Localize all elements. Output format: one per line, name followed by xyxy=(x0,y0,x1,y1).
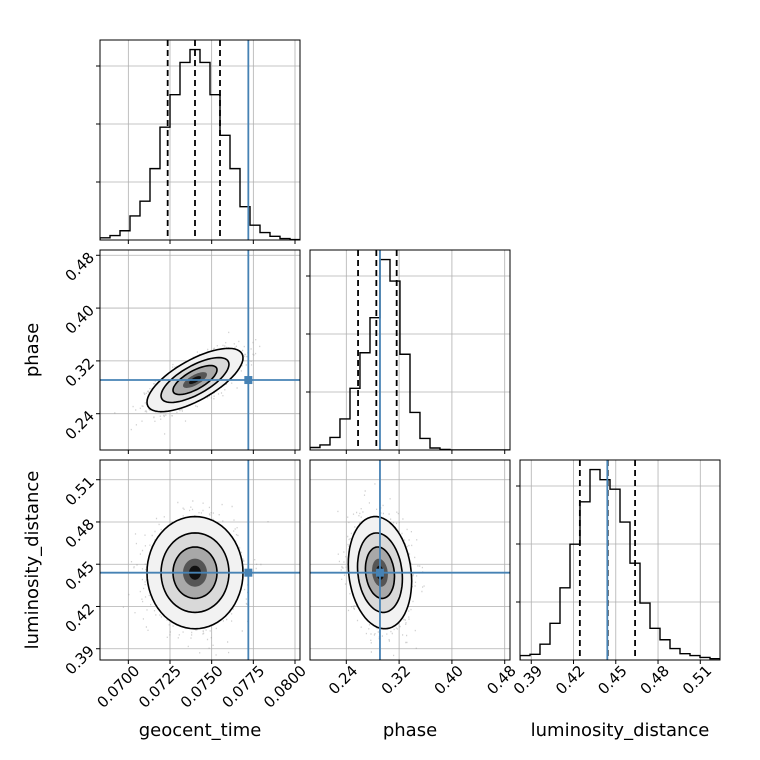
x-tick-label-luminosity_distance: 0.42 xyxy=(552,662,588,698)
y-axis-title-luminosity_distance: luminosity_distance xyxy=(22,471,43,650)
y-tick-label-luminosity_distance: 0.51 xyxy=(62,473,98,509)
truth-marker xyxy=(244,376,253,385)
x-axis-title-luminosity_distance: luminosity_distance xyxy=(531,720,710,741)
truth-marker xyxy=(244,568,253,577)
y-tick-label-luminosity_distance: 0.39 xyxy=(62,642,98,678)
y-tick-label-luminosity_distance: 0.48 xyxy=(62,515,98,551)
x-tick-label-phase: 0.40 xyxy=(431,662,467,698)
axes-frame xyxy=(99,39,301,241)
contour-line xyxy=(356,532,404,614)
x-tick-label-geocent_time: 0.0725 xyxy=(135,662,185,712)
x-axis-title-phase: phase xyxy=(383,720,437,741)
y-axis-title-phase: phase xyxy=(22,323,43,377)
x-tick-label-luminosity_distance: 0.45 xyxy=(594,662,630,698)
y-tick-label-luminosity_distance: 0.42 xyxy=(62,600,98,636)
y-tick-label-phase: 0.40 xyxy=(62,301,98,337)
x-tick-label-geocent_time: 0.0700 xyxy=(93,662,143,712)
histogram-geocent_time xyxy=(96,39,301,244)
histogram-steps xyxy=(310,258,510,450)
x-tick-label-phase: 0.32 xyxy=(378,662,414,698)
y-tick-label-phase: 0.48 xyxy=(62,249,98,285)
contour-line xyxy=(364,546,396,600)
contour-line xyxy=(146,347,244,413)
x-axis-title-geocent_time: geocent_time xyxy=(139,720,262,741)
joint-geocent_time-luminosity_distance xyxy=(100,460,300,660)
joint-geocent_time-phase xyxy=(100,250,300,450)
contour-line xyxy=(347,515,413,630)
x-tick-label-geocent_time: 0.0800 xyxy=(260,662,310,712)
axes-frame xyxy=(309,459,511,661)
contour-line xyxy=(172,364,218,396)
axes-frame xyxy=(99,459,301,661)
y-tick-label-phase: 0.24 xyxy=(62,407,98,443)
x-tick-label-luminosity_distance: 0.39 xyxy=(510,662,546,698)
x-tick-label-geocent_time: 0.0750 xyxy=(177,662,227,712)
x-tick-label-geocent_time: 0.0775 xyxy=(218,662,268,712)
y-tick-label-phase: 0.32 xyxy=(62,354,98,390)
axes-frame xyxy=(99,249,301,451)
x-tick-label-luminosity_distance: 0.48 xyxy=(637,662,673,698)
joint-phase-luminosity_distance xyxy=(310,460,510,660)
histogram-steps xyxy=(100,48,300,240)
truth-marker xyxy=(375,568,384,577)
histogram-phase xyxy=(306,249,511,454)
histogram-luminosity_distance xyxy=(516,459,721,664)
histogram-steps xyxy=(520,468,720,660)
contour-line xyxy=(160,356,230,404)
axes-frame xyxy=(309,249,511,451)
x-tick-label-luminosity_distance: 0.51 xyxy=(679,662,715,698)
x-tick-label-phase: 0.24 xyxy=(325,662,361,698)
y-tick-label-luminosity_distance: 0.45 xyxy=(62,558,98,594)
axes-frame xyxy=(519,459,721,661)
